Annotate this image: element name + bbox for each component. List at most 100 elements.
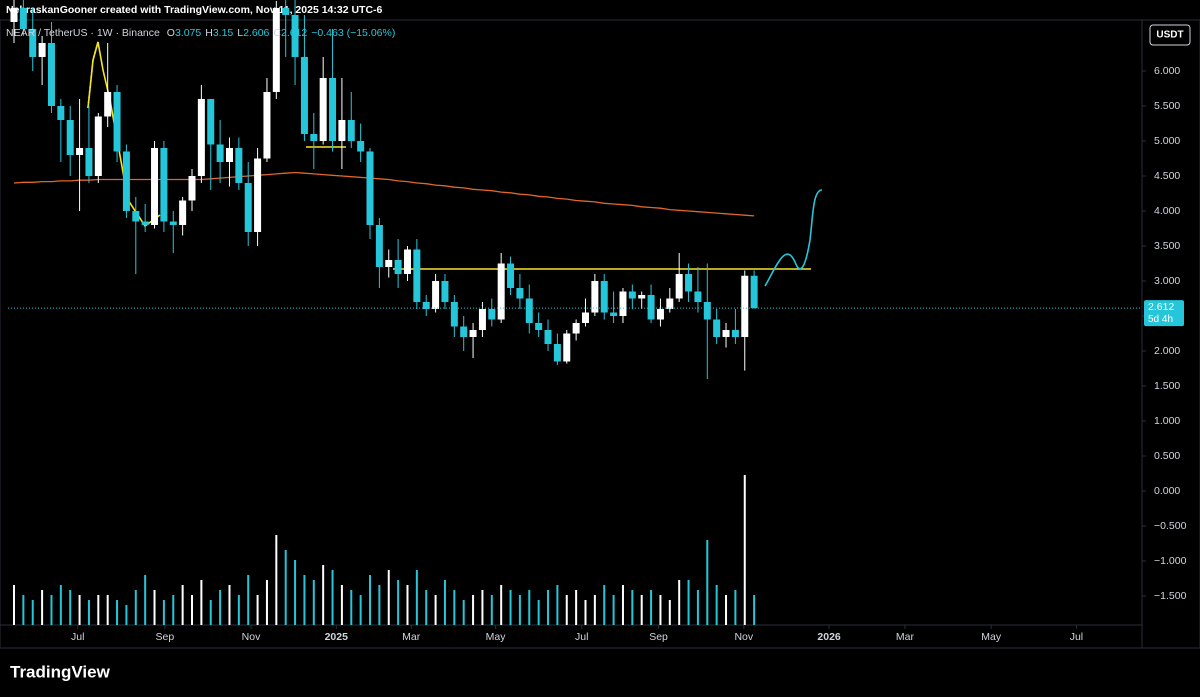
countdown: 5d 4h: [1148, 314, 1173, 325]
volume-bar: [340, 585, 343, 625]
volume-bar: [753, 595, 756, 625]
candle-body: [329, 77, 337, 141]
last-price-label: 2.612: [1148, 301, 1174, 313]
symbol-legend: NEAR / TetherUS · 1W · Binance O3.075 H3.…: [6, 27, 395, 39]
candle-body: [488, 308, 496, 320]
volume-bar: [481, 590, 484, 625]
candle-body: [516, 287, 524, 299]
candle-body: [563, 333, 571, 362]
candle-body: [432, 280, 440, 309]
volume-bar: [406, 585, 409, 625]
volume-bar: [125, 605, 128, 625]
volume-bar: [97, 595, 100, 625]
candle-body: [375, 224, 383, 267]
candle-body: [160, 147, 168, 222]
volume-bar: [603, 585, 606, 625]
volume-bar: [537, 600, 540, 625]
candle-body: [38, 42, 46, 57]
volume-bar: [650, 590, 653, 625]
volume-bar: [237, 595, 240, 625]
x-tick-label: Jul: [575, 631, 588, 643]
volume-bar: [415, 570, 418, 625]
ohlc-value: 2.606: [243, 27, 269, 39]
candle-body: [244, 182, 252, 232]
ohlc-value: 3.15: [213, 27, 234, 39]
volume-bar: [153, 590, 156, 625]
drawing-projection: [764, 189, 823, 287]
volume-bar: [303, 575, 306, 625]
candle-body: [647, 294, 655, 320]
x-tick-label: Sep: [649, 631, 668, 643]
volume-bar: [162, 600, 165, 625]
candle-body: [29, 28, 37, 57]
volume-bar: [331, 570, 334, 625]
candle-body: [179, 200, 187, 225]
ohlc-key: O: [167, 27, 175, 39]
currency-box[interactable]: [1149, 24, 1191, 46]
volume-bar: [191, 595, 194, 625]
candle-body: [76, 147, 84, 155]
candle-body: [553, 344, 561, 362]
candle-body: [151, 147, 159, 225]
y-tick-label: −1.000: [1154, 555, 1187, 567]
candle-body: [507, 263, 515, 288]
volume-bar: [443, 580, 446, 625]
drawing-dashed: [87, 41, 99, 109]
volume-bar: [275, 535, 278, 625]
currency: USDT: [1156, 30, 1183, 41]
candle-body: [685, 273, 693, 292]
volume-bar: [31, 600, 34, 625]
volume-bar: [453, 590, 456, 625]
x-tick-label: Sep: [155, 631, 174, 643]
volume-bar: [584, 600, 587, 625]
candle-body: [628, 291, 636, 299]
volume-bar: [359, 595, 362, 625]
candle-body: [66, 119, 74, 155]
volume-bar: [228, 585, 231, 625]
candle-body: [600, 280, 608, 313]
candle-body: [460, 326, 468, 338]
x-tick-label: 2025: [325, 631, 349, 643]
ohlc-key: C: [273, 27, 281, 39]
volume-bar: [500, 585, 503, 625]
candle-body: [85, 147, 93, 176]
candle-body: [216, 144, 224, 162]
volume-bar: [172, 595, 175, 625]
volume-bar: [378, 585, 381, 625]
candle-body: [619, 291, 627, 316]
y-tick-label: 5.000: [1154, 135, 1180, 147]
volume-bar: [284, 550, 287, 625]
ohlc-value: 2.612: [281, 27, 307, 39]
volume-bar: [350, 590, 353, 625]
volume-bar: [509, 590, 512, 625]
candle-body: [188, 175, 196, 201]
candle-body: [207, 98, 215, 145]
ohlc-key: L: [237, 27, 243, 39]
y-tick-label: 6.000: [1154, 65, 1180, 77]
logo: TradingView: [10, 662, 111, 681]
candle-body: [113, 91, 121, 152]
volume-bar: [743, 475, 746, 625]
volume-bar: [706, 540, 709, 625]
volume-bar: [621, 585, 624, 625]
x-tick-label: Nov: [242, 631, 261, 643]
ohlc-key: H: [205, 27, 213, 39]
y-tick-label: 5.500: [1154, 100, 1180, 112]
y-tick-label: −1.500: [1154, 590, 1187, 602]
volume-bar: [640, 595, 643, 625]
candle-body: [638, 294, 646, 299]
volume-bar: [247, 575, 250, 625]
volume-bar: [181, 585, 184, 625]
volume-bar: [134, 590, 137, 625]
volume-bar: [200, 580, 203, 625]
volume-bar: [575, 590, 578, 625]
candle-body: [169, 221, 177, 225]
candle-body: [656, 308, 664, 320]
header: NebraskanGooner created with TradingView…: [6, 4, 383, 16]
candle-body: [197, 98, 205, 176]
volume-bar: [12, 585, 15, 625]
candle-body: [422, 301, 430, 309]
volume-bar: [87, 600, 90, 625]
candle-body: [750, 275, 758, 309]
